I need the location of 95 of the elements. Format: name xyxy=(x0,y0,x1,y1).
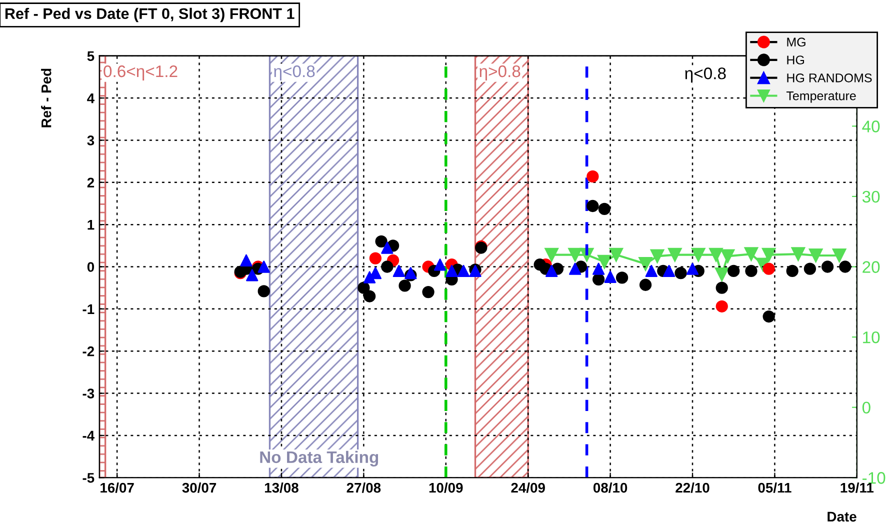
annotation: No Data Taking xyxy=(260,450,378,466)
y2-tick-label: -10 xyxy=(862,472,886,484)
y-tick-label: 4 xyxy=(87,94,95,104)
x-tick-label: 05/11 xyxy=(758,482,792,493)
y-tick-label: 3 xyxy=(87,136,94,146)
point xyxy=(369,252,382,264)
point xyxy=(363,290,376,302)
point xyxy=(569,262,582,275)
point xyxy=(375,235,388,248)
chart-title: Ref - Ped vs Date (FT 0, Slot 3) FRONT 1 xyxy=(5,8,294,22)
point xyxy=(422,286,434,298)
point xyxy=(586,170,599,183)
y-tick-label: 1 xyxy=(88,220,94,230)
y-axis-title: Ref - Ped xyxy=(41,68,52,128)
point xyxy=(720,249,735,264)
point xyxy=(668,248,682,262)
y2-tick-label: 30 xyxy=(862,190,880,203)
y-tick-label: 5 xyxy=(87,51,94,62)
point xyxy=(762,310,775,323)
y-tick-label: -4 xyxy=(82,430,95,440)
x-tick-label: 30/07 xyxy=(182,482,216,493)
point xyxy=(786,264,798,278)
point xyxy=(544,248,559,262)
y-tick-label: 0 xyxy=(87,262,94,272)
point xyxy=(258,285,270,298)
point xyxy=(645,264,658,278)
x-tick-label: 22/10 xyxy=(676,482,710,493)
point xyxy=(240,254,252,266)
y2-tick-label: 20 xyxy=(862,261,880,273)
point xyxy=(791,247,806,262)
point xyxy=(381,260,394,273)
legend-label: HG RANDOMS xyxy=(787,73,872,82)
point xyxy=(398,280,411,292)
point xyxy=(714,268,729,282)
y-tick-label: -3 xyxy=(82,388,94,398)
point xyxy=(568,248,582,262)
x-tick-label: 08/10 xyxy=(593,482,628,493)
point xyxy=(716,300,728,312)
point xyxy=(674,266,687,280)
x-tick-label: 16/07 xyxy=(100,482,134,493)
point xyxy=(691,248,706,262)
y-tick-label: -5 xyxy=(82,473,94,483)
point xyxy=(709,248,723,262)
point xyxy=(446,264,458,278)
annotation: η<0.8 xyxy=(685,68,726,83)
x-tick-label: 27/08 xyxy=(346,482,381,493)
point xyxy=(604,270,616,283)
point xyxy=(457,264,470,278)
point xyxy=(821,260,834,273)
band-label: η>0.8 xyxy=(480,65,520,80)
band-label: 0.6<η<1.2 xyxy=(104,65,178,80)
point xyxy=(392,264,405,278)
y-tick-label: 2 xyxy=(87,178,94,188)
point xyxy=(546,264,558,278)
point xyxy=(662,264,676,278)
legend-label: HG xyxy=(787,56,804,64)
point xyxy=(609,248,624,262)
point xyxy=(686,262,699,275)
legend-label: Temperature xyxy=(786,92,856,103)
point xyxy=(728,264,740,278)
point xyxy=(839,260,852,273)
point xyxy=(597,254,612,269)
point xyxy=(832,248,846,262)
point xyxy=(404,266,417,280)
point xyxy=(716,282,728,294)
point xyxy=(808,248,823,262)
y-tick-label: -2 xyxy=(82,346,94,356)
band-label: η<0.8 xyxy=(274,65,315,80)
point xyxy=(804,262,816,275)
point xyxy=(598,202,611,216)
legend-label: MG xyxy=(787,38,806,47)
x-tick-label: 10/09 xyxy=(429,482,463,493)
point xyxy=(434,258,446,271)
x-tick-label: 13/08 xyxy=(264,482,298,493)
x-tick-label: 24/09 xyxy=(511,482,545,493)
point xyxy=(762,262,775,275)
point xyxy=(762,248,776,262)
point xyxy=(592,273,605,286)
point xyxy=(586,200,599,212)
x-axis-title: Date xyxy=(828,512,856,522)
point xyxy=(744,247,758,262)
y-tick-label: -1 xyxy=(82,304,94,314)
y2-tick-label: 10 xyxy=(863,331,880,344)
x-tick-label: 19/11 xyxy=(840,482,874,493)
point xyxy=(258,260,270,273)
point xyxy=(639,278,652,291)
point xyxy=(381,242,394,254)
point xyxy=(745,264,758,278)
point xyxy=(616,272,628,284)
point xyxy=(246,269,258,282)
y2-tick-label: 0 xyxy=(862,402,870,414)
y2-tick-label: 40 xyxy=(862,120,880,132)
point xyxy=(592,262,605,275)
point xyxy=(650,249,664,264)
point xyxy=(638,256,652,271)
